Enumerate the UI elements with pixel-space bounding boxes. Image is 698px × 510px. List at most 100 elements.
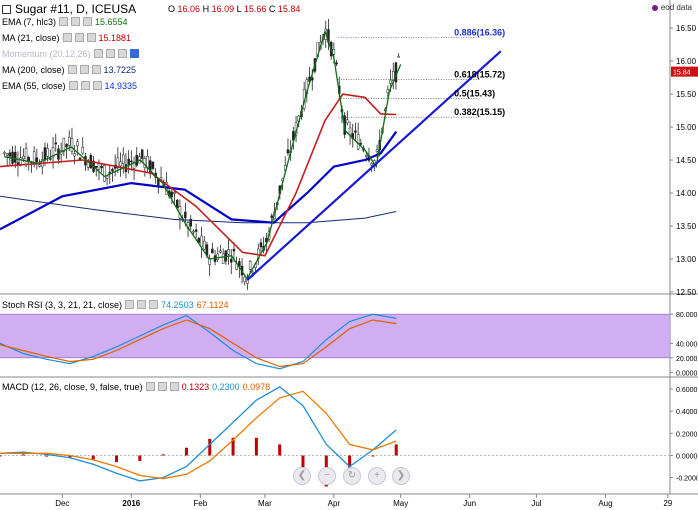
y-tick-label: 14.50 [676,156,697,165]
visibility-icon[interactable] [105,49,115,58]
settings-icon[interactable] [68,81,78,90]
candle-body [111,168,114,172]
x-tick-label: 2016 [122,499,140,508]
collapse-toggle-icon[interactable] [2,4,11,14]
ma200-legend: MA (200, close) 13.7225 [2,63,136,76]
close-icon[interactable] [117,49,127,58]
close-icon[interactable] [92,81,102,90]
close-icon[interactable] [169,382,179,391]
close-icon[interactable] [83,17,93,26]
ma200-line [0,195,397,224]
candle-body [108,171,112,174]
settings-icon[interactable] [145,382,155,391]
candle-body [127,158,130,165]
ohlc-readout: O 16.06 H 16.09 L 15.66 C 15.84 [168,4,300,14]
candle-body [354,130,357,133]
ema55-legend: EMA (55, close) 14.9335 [2,79,137,92]
settings-icon[interactable] [62,33,72,42]
candle-body [151,161,155,169]
candle-body [62,137,66,153]
macd-histogram-bar [301,455,305,470]
color-swatch-icon[interactable] [129,49,139,58]
settings-icon[interactable] [125,300,135,309]
y-tick-label: 15.00 [676,123,697,132]
fib-level-label: 0.382(15.15) [454,107,505,117]
macd-histogram-bar [115,455,119,463]
candle-body [54,142,58,145]
candle-body [8,152,12,157]
candle-body [346,119,349,124]
ema7-label: EMA (7, hlc3) [2,16,57,27]
candle-body [248,260,252,270]
candle-body [365,154,368,157]
candle-body [95,165,98,168]
x-tick-label: Feb [193,499,207,508]
candle-body [232,248,236,252]
macd-tick-label: 0.6000 [676,387,698,394]
candle-body [370,163,373,166]
stoch-tick-label: 80.000 [676,312,698,319]
candle-body [35,157,39,163]
close-icon[interactable] [91,65,101,74]
candle-body [189,218,193,227]
ohlc-l-label: L [236,4,242,14]
x-tick-label: Apr [328,499,341,508]
candle-body [270,215,274,218]
candle-body [221,253,225,264]
macd-hist-value: 0.1323 [181,381,210,392]
reset-icon[interactable]: ↻ [343,467,361,485]
macd-histogram-bar [208,438,212,456]
ema7-legend: EMA (7, hlc3) 15.6554 [2,15,128,28]
settings-icon[interactable] [59,17,69,26]
y-tick-label: 13.50 [676,222,697,231]
zoom-in-icon[interactable]: + [368,467,386,485]
visibility-icon[interactable] [80,81,90,90]
visibility-icon[interactable] [74,33,84,42]
last-price-label: 15.84 [673,70,691,77]
candle-body [38,164,41,167]
ohlc-c-label: C [268,4,276,14]
source-dot-icon [651,4,658,11]
x-tick-label: Jun [463,499,476,508]
macd-tick-label: 0.4000 [676,409,698,416]
visibility-icon[interactable] [71,17,81,26]
candle-body [194,229,198,232]
visibility-icon[interactable] [79,65,89,74]
y-tick-label: 15.50 [676,90,697,99]
candle-body [259,242,263,248]
settings-icon[interactable] [67,65,77,74]
visibility-icon[interactable] [137,300,147,309]
candle-body [81,147,85,154]
candle-body [227,249,230,255]
ohlc-o-label: O [168,4,176,14]
ma21-line [0,93,397,257]
candle-body [68,136,71,146]
visibility-icon[interactable] [157,382,167,391]
candle-body [159,177,163,180]
candle-body [14,151,17,163]
y-tick-label: 13.00 [676,255,697,264]
macd-histogram-bar [0,455,2,457]
x-tick-label: 29 [663,499,672,508]
candle-body [22,155,25,160]
chart-title: Sugar #11, D, ICEUSA [2,2,136,16]
macd-tick-label: 0.2000 [676,431,698,438]
ma21-label: MA (21, close) [2,32,60,43]
trendline [246,50,502,281]
macd-histogram-bar [91,455,95,460]
candle-body [70,138,74,152]
close-icon[interactable] [86,33,96,42]
y-tick-label: 12.50 [676,288,697,297]
candle-body [135,154,139,166]
close-icon[interactable] [149,300,159,309]
ma200-value: 13.7225 [103,64,137,75]
forward-icon[interactable]: ❯ [392,467,410,485]
macd-line-value: 0.2300 [212,381,240,392]
candle-body [103,165,106,182]
candle-body [116,157,120,169]
rewind-icon[interactable]: ❮ [293,467,311,485]
x-tick-label: May [393,499,408,508]
y-tick-label: 16.50 [676,24,697,33]
zoom-out-icon[interactable]: − [318,467,336,485]
settings-icon[interactable] [93,49,103,58]
